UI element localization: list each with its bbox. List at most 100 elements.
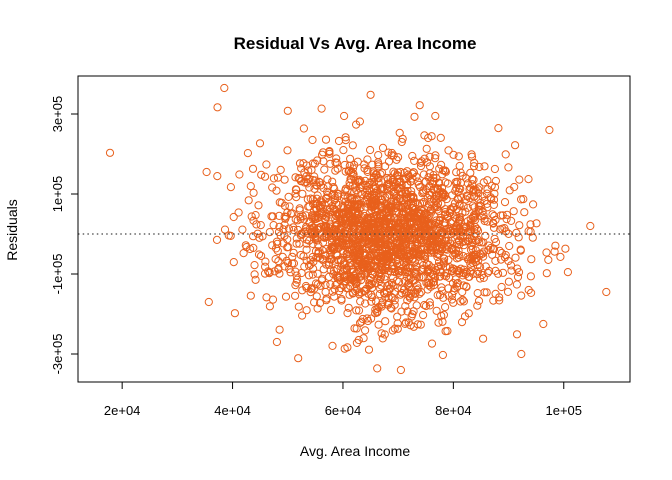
data-point bbox=[602, 287, 611, 297]
data-point bbox=[426, 282, 435, 291]
data-point bbox=[281, 292, 291, 301]
data-point bbox=[325, 255, 334, 264]
data-point bbox=[320, 165, 329, 174]
data-point bbox=[423, 214, 432, 223]
data-point bbox=[341, 133, 350, 142]
data-point bbox=[372, 257, 381, 266]
data-point bbox=[376, 275, 385, 284]
data-point bbox=[419, 311, 428, 320]
data-point bbox=[453, 194, 462, 203]
data-point bbox=[444, 146, 453, 155]
data-point bbox=[423, 265, 433, 274]
data-point bbox=[250, 270, 259, 279]
data-point bbox=[451, 275, 460, 284]
data-point bbox=[341, 223, 350, 232]
data-point bbox=[346, 174, 355, 183]
data-point bbox=[311, 176, 320, 185]
data-point bbox=[475, 238, 484, 247]
data-point bbox=[333, 192, 342, 201]
data-point bbox=[260, 172, 270, 181]
data-point bbox=[310, 298, 319, 307]
data-point bbox=[545, 125, 554, 135]
data-point bbox=[352, 194, 361, 203]
data-point bbox=[384, 157, 394, 166]
data-point bbox=[330, 285, 339, 294]
data-point bbox=[382, 257, 391, 266]
data-point bbox=[454, 253, 463, 262]
data-point bbox=[322, 245, 331, 254]
data-point bbox=[339, 246, 348, 255]
data-point bbox=[490, 164, 499, 174]
data-point bbox=[244, 196, 253, 205]
data-point bbox=[437, 286, 446, 295]
data-point bbox=[526, 272, 536, 281]
data-point bbox=[468, 180, 477, 189]
data-point bbox=[405, 275, 414, 284]
data-point bbox=[463, 179, 472, 188]
data-point bbox=[356, 176, 365, 185]
data-point bbox=[341, 197, 350, 206]
data-point bbox=[357, 317, 366, 326]
data-point bbox=[292, 234, 301, 243]
data-point bbox=[415, 289, 424, 298]
data-point bbox=[332, 279, 341, 289]
data-point bbox=[389, 242, 398, 251]
data-point bbox=[517, 291, 526, 300]
data-point bbox=[520, 208, 529, 217]
data-point bbox=[480, 216, 489, 226]
data-point bbox=[440, 221, 449, 230]
data-point bbox=[374, 253, 383, 262]
data-point bbox=[350, 232, 359, 241]
data-point bbox=[470, 250, 479, 259]
data-point bbox=[482, 288, 491, 297]
data-point bbox=[351, 176, 360, 185]
data-point bbox=[436, 247, 445, 256]
data-point bbox=[355, 288, 364, 297]
data-point bbox=[409, 192, 418, 201]
data-point bbox=[383, 173, 392, 183]
data-point bbox=[394, 267, 403, 276]
data-point bbox=[542, 248, 551, 257]
data-point bbox=[387, 248, 396, 257]
data-point bbox=[373, 307, 382, 316]
data-point bbox=[308, 270, 317, 279]
data-point bbox=[235, 170, 244, 179]
data-point bbox=[449, 150, 458, 159]
data-point bbox=[511, 253, 520, 262]
data-point bbox=[515, 221, 524, 230]
data-point bbox=[468, 244, 477, 254]
data-point bbox=[459, 202, 468, 211]
data-point bbox=[421, 301, 431, 311]
data-point bbox=[321, 194, 331, 203]
data-point bbox=[374, 151, 383, 160]
data-point bbox=[361, 180, 370, 190]
data-point bbox=[402, 256, 411, 265]
data-point bbox=[389, 273, 398, 283]
data-point bbox=[374, 178, 383, 187]
data-point bbox=[369, 173, 378, 182]
data-point bbox=[325, 204, 335, 213]
data-point bbox=[498, 268, 508, 277]
data-point bbox=[428, 231, 437, 240]
data-point bbox=[454, 195, 463, 204]
data-point bbox=[450, 284, 459, 293]
data-point bbox=[438, 350, 447, 360]
data-point bbox=[390, 324, 399, 333]
data-point bbox=[501, 227, 510, 236]
data-point bbox=[439, 254, 448, 263]
y-tick-label: -1e+05 bbox=[50, 254, 65, 295]
data-point bbox=[436, 290, 445, 300]
data-point bbox=[415, 101, 424, 110]
data-point bbox=[389, 175, 398, 184]
data-point bbox=[505, 241, 514, 251]
data-point bbox=[352, 250, 361, 259]
data-point bbox=[512, 280, 522, 289]
data-point bbox=[374, 320, 383, 329]
data-point bbox=[435, 164, 444, 173]
data-point bbox=[517, 195, 526, 204]
data-point bbox=[512, 228, 521, 237]
data-point bbox=[329, 183, 338, 192]
data-point bbox=[498, 211, 507, 220]
data-point bbox=[251, 275, 260, 284]
data-point bbox=[383, 179, 392, 188]
